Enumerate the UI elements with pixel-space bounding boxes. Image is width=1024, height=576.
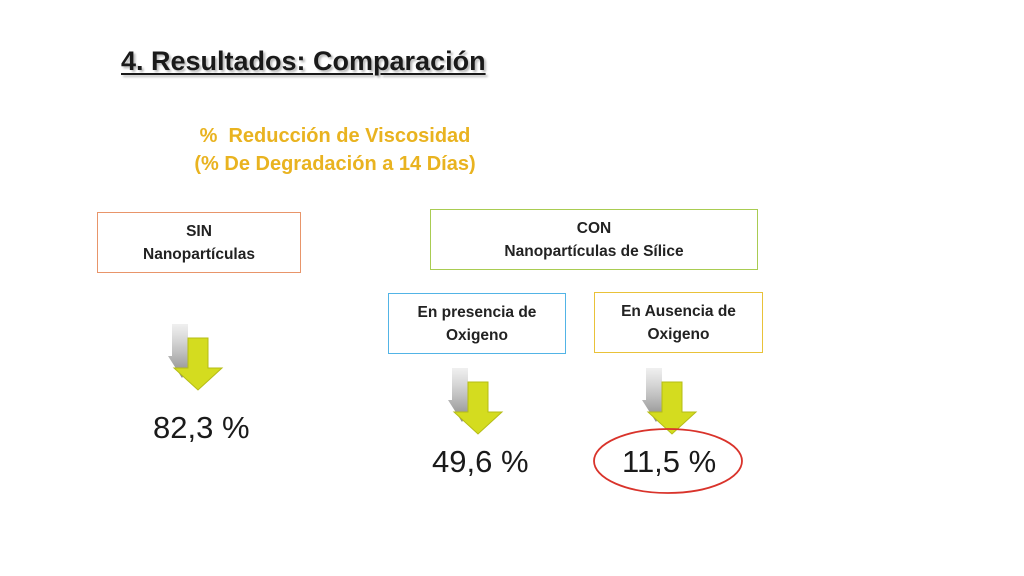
subtitle-line-1: % Reducción de Viscosidad (199, 125, 471, 147)
down-arrow-icon (448, 368, 504, 435)
down-arrow-icon (168, 324, 224, 391)
slide-subtitle: % Reducción de Viscosidad (% De Degradac… (160, 122, 510, 178)
ausencia-value: 11,5 % (622, 444, 717, 479)
slide-title: 4. Resultados: Comparación (121, 46, 486, 76)
sin-label: SIN (186, 222, 212, 240)
subtitle-line-2: (% De Degradación a 14 Días) (194, 153, 476, 175)
down-arrow-icon (642, 368, 698, 435)
ausencia-label: En Ausencia de (621, 302, 736, 320)
presencia-label: En presencia de (417, 303, 537, 321)
sin-value: 82,3 % (153, 410, 250, 445)
con-label: CON (576, 219, 612, 237)
presencia-sublabel: Oxigeno (445, 326, 508, 344)
ausencia-sublabel: Oxigeno (647, 325, 710, 343)
ausencia-oxigeno-box: En Ausencia de Oxigeno (594, 292, 763, 353)
con-sublabel: Nanopartículas de Sílice (504, 242, 684, 260)
presencia-oxigeno-box: En presencia de Oxigeno (388, 293, 566, 354)
presencia-value: 49,6 % (432, 444, 529, 479)
sin-sublabel: Nanopartículas (143, 245, 255, 263)
sin-nanoparticulas-box: SIN Nanopartículas (97, 212, 301, 273)
con-nanoparticulas-box: CON Nanopartículas de Sílice (430, 209, 758, 270)
